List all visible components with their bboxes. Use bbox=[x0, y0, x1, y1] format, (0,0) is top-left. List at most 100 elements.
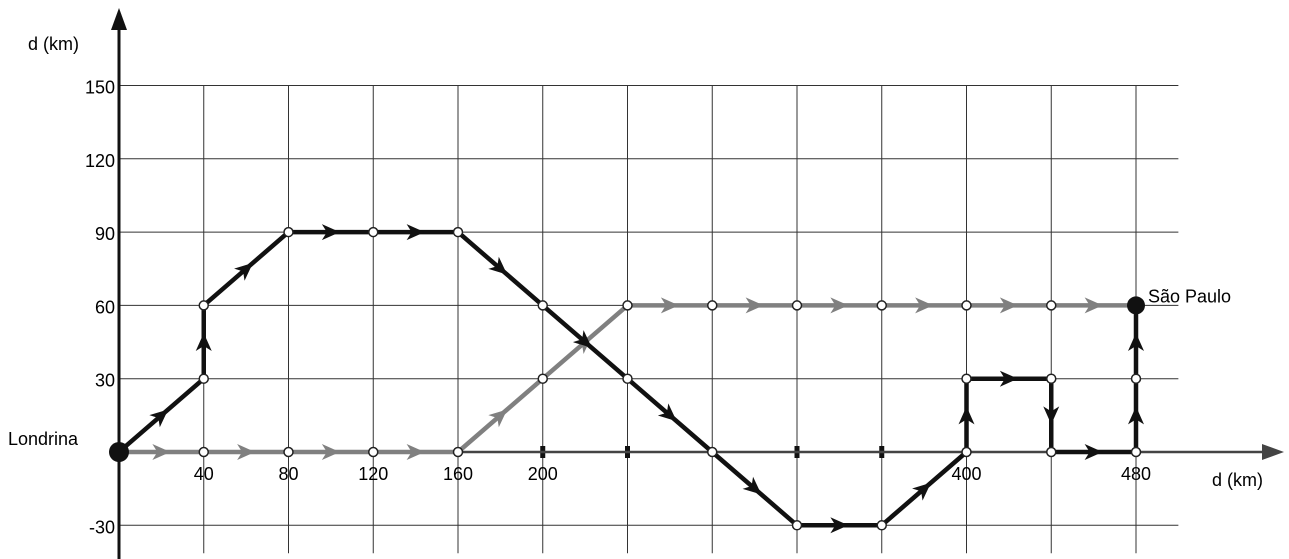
arrowhead-icon bbox=[915, 297, 934, 314]
x-axis-title: d (km) bbox=[1212, 470, 1263, 490]
waypoint-node bbox=[1046, 300, 1057, 311]
waypoint-node bbox=[1046, 446, 1057, 458]
arrowhead-icon bbox=[234, 262, 253, 281]
end-place-label: São Paulo bbox=[1148, 286, 1231, 306]
waypoint-node bbox=[622, 373, 633, 384]
black-direction-arrow bbox=[573, 330, 592, 348]
waypoint-node bbox=[622, 300, 633, 311]
x-tick-label: 80 bbox=[278, 464, 298, 484]
waypoint-node bbox=[198, 446, 209, 458]
arrowhead-icon bbox=[237, 444, 256, 460]
waypoint-node bbox=[1046, 373, 1057, 384]
waypoint-node bbox=[961, 300, 972, 311]
arrowhead-icon bbox=[149, 409, 169, 428]
black-direction-arrow bbox=[958, 406, 975, 425]
y-tick-label: 90 bbox=[95, 224, 115, 244]
gray-direction-arrow bbox=[321, 444, 340, 460]
start-place-label: Londrina bbox=[8, 429, 79, 449]
waypoint-node bbox=[537, 300, 548, 311]
black-direction-arrow bbox=[195, 333, 212, 352]
waypoint-node bbox=[198, 373, 209, 384]
tick-labels: 40 80 120 160 200 400 480 150 120 90 60 30 -30 bbox=[85, 78, 1151, 538]
waypoint-node bbox=[707, 446, 718, 458]
black-direction-arrow bbox=[742, 476, 762, 495]
gray-direction-arrow bbox=[999, 297, 1018, 314]
black-direction-arrow bbox=[321, 224, 340, 241]
waypoint-node bbox=[368, 226, 379, 238]
black-direction-arrow bbox=[149, 409, 169, 428]
x-tick-label: 40 bbox=[194, 464, 214, 484]
arrowhead-icon bbox=[999, 370, 1018, 387]
arrowhead-icon bbox=[488, 409, 508, 428]
x-tick-label: 120 bbox=[358, 464, 388, 484]
grid bbox=[119, 85, 1179, 554]
waypoint-node bbox=[876, 520, 887, 531]
gray-direction-arrow bbox=[1084, 297, 1103, 314]
end-point-dot bbox=[1127, 296, 1145, 315]
arrowhead-icon bbox=[1043, 406, 1060, 425]
waypoint-node bbox=[961, 373, 972, 384]
black-direction-arrow bbox=[1043, 406, 1060, 425]
y-tick-label: 30 bbox=[95, 371, 115, 391]
arrowhead-icon bbox=[1084, 444, 1103, 460]
black-direction-arrow bbox=[406, 224, 425, 241]
black-direction-arrow bbox=[830, 517, 849, 534]
arrowhead-icon bbox=[657, 403, 677, 422]
waypoint-node bbox=[368, 446, 379, 458]
y-axis-title: d (km) bbox=[28, 34, 79, 54]
waypoint-node bbox=[537, 373, 548, 384]
arrowhead-icon bbox=[321, 224, 340, 241]
arrowhead-icon bbox=[830, 517, 849, 534]
arrowhead-icon bbox=[488, 256, 508, 275]
arrowhead-icon bbox=[195, 333, 212, 352]
black-direction-arrow bbox=[488, 256, 508, 275]
arrowhead-icon bbox=[912, 482, 931, 501]
black-direction-arrow bbox=[1128, 333, 1144, 352]
waypoint-node bbox=[791, 300, 803, 311]
arrowhead-icon bbox=[1084, 297, 1103, 314]
waypoint-node bbox=[283, 446, 294, 458]
gray-direction-arrow bbox=[406, 444, 425, 460]
arrowhead-icon bbox=[999, 297, 1018, 314]
x-tick-label: 200 bbox=[528, 464, 558, 484]
waypoint-node bbox=[198, 300, 209, 311]
arrowhead-icon bbox=[152, 444, 171, 460]
waypoint-node bbox=[1130, 446, 1142, 458]
y-tick-label: -30 bbox=[89, 517, 115, 537]
waypoint-node bbox=[791, 520, 803, 531]
arrowhead-icon bbox=[958, 406, 975, 425]
y-axis-arrowhead bbox=[111, 8, 127, 30]
arrowhead-icon bbox=[406, 224, 425, 241]
black-direction-arrow bbox=[999, 370, 1018, 387]
arrowhead-icon bbox=[742, 476, 762, 495]
arrowhead-icon bbox=[1128, 406, 1144, 425]
x-axis-arrowhead bbox=[1262, 444, 1284, 460]
waypoint-node bbox=[452, 446, 464, 458]
arrowhead-icon bbox=[321, 444, 340, 460]
start-point-dot bbox=[109, 442, 129, 462]
waypoint-node bbox=[961, 446, 972, 458]
y-tick-label: 120 bbox=[85, 151, 115, 171]
waypoint-node bbox=[876, 300, 887, 311]
gray-direction-arrow bbox=[660, 297, 679, 314]
black-direction-arrow bbox=[912, 482, 931, 501]
waypoint-node bbox=[283, 226, 294, 238]
waypoint-node bbox=[707, 300, 718, 311]
gray-direction-arrow bbox=[915, 297, 934, 314]
x-tick-label: 160 bbox=[443, 464, 473, 484]
arrowhead-icon bbox=[745, 297, 764, 314]
gray-direction-arrow bbox=[152, 444, 171, 460]
black-direction-arrow bbox=[234, 262, 253, 281]
arrowhead-icon bbox=[1128, 333, 1144, 352]
route-paths bbox=[109, 224, 1145, 534]
arrowhead-icon bbox=[406, 444, 425, 460]
black-direction-arrow bbox=[1084, 444, 1103, 460]
waypoint-node bbox=[1130, 373, 1142, 384]
gray-direction-arrow bbox=[237, 444, 256, 460]
arrowhead-icon bbox=[660, 297, 679, 314]
arrowhead-icon bbox=[830, 297, 849, 314]
waypoint-node bbox=[452, 226, 464, 238]
black-direction-arrow bbox=[1128, 406, 1144, 425]
x-tick-label: 400 bbox=[951, 464, 981, 484]
